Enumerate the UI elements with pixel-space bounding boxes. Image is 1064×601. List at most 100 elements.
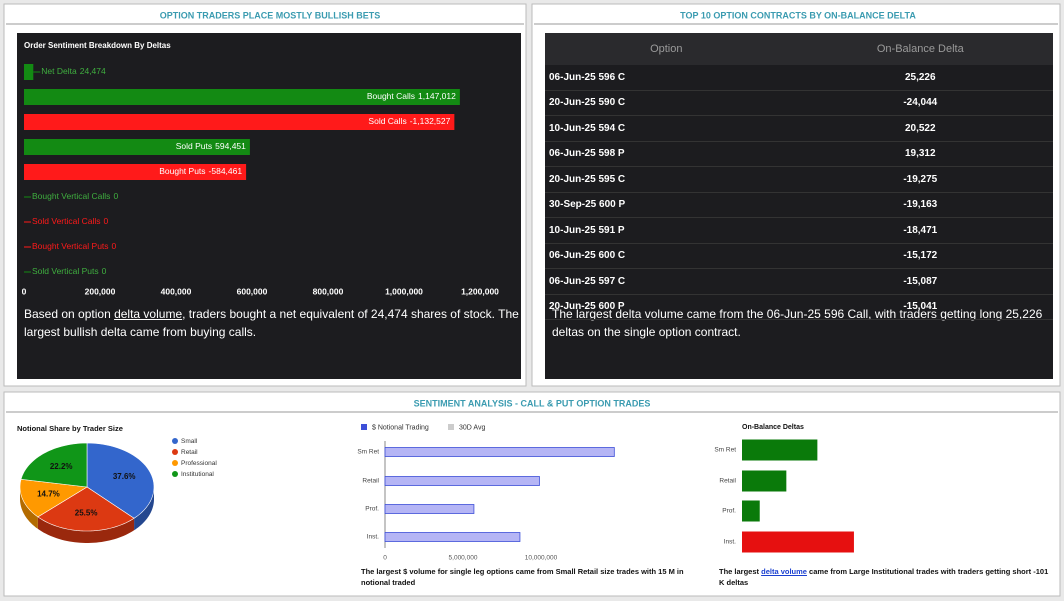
- pie-side: [37, 516, 135, 543]
- data-label: 22.2%: [50, 462, 73, 471]
- category-label: Sold Vertical Calls: [32, 216, 101, 226]
- header-row: Option On-Balance Delta: [545, 33, 1053, 65]
- table-cell: 20-Jun-25 590 C: [545, 90, 788, 116]
- y-tick-label: Prof.: [365, 506, 379, 513]
- category-label: Bought Calls: [367, 91, 415, 101]
- table-cell: 20-Jun-25 595 C: [545, 166, 788, 193]
- x-tick-label: 1,200,000: [461, 286, 499, 296]
- table-cell: -19,163: [787, 192, 1053, 218]
- bar: [742, 531, 854, 553]
- value-label: -1,132,527: [410, 116, 451, 126]
- legend-label: 30D Avg: [459, 424, 485, 431]
- legend-label: Retail: [181, 449, 198, 456]
- table-cell: 25,226: [787, 65, 1053, 91]
- category-label: Bought Vertical Puts: [32, 241, 109, 251]
- x-tick-label: 0: [22, 286, 27, 296]
- table-cell: -15,172: [787, 243, 1053, 269]
- panel-title: OPTION TRADERS PLACE MOSTLY BULLISH BETS: [160, 10, 381, 20]
- chart-title: Notional Share by Trader Size: [17, 424, 123, 433]
- category-label: Sold Calls: [368, 116, 406, 126]
- table-cell: -15,087: [787, 268, 1053, 295]
- y-tick-label: Inst.: [367, 534, 379, 541]
- text: Based on option: [24, 307, 115, 321]
- category-label: Net Delta: [41, 66, 77, 76]
- table-cell: 06-Jun-25 596 C: [545, 65, 788, 91]
- x-tick-label: 800,000: [313, 286, 344, 296]
- table-row: 20-Jun-25 590 C -24,044: [545, 90, 1053, 116]
- table-row: 06-Jun-25 596 C 25,226: [545, 65, 1053, 91]
- table-cell: -19,275: [787, 166, 1053, 193]
- text: The largest: [719, 567, 762, 576]
- legend-swatch: [172, 449, 178, 455]
- column-header: Option: [545, 33, 788, 65]
- pie-side: [20, 487, 38, 529]
- link[interactable]: delta volume: [114, 307, 183, 321]
- table-row: 30-Sep-25 600 P -19,163: [545, 192, 1053, 218]
- link[interactable]: delta volume: [761, 567, 807, 576]
- table-row: 10-Jun-25 591 P -18,471: [545, 217, 1053, 244]
- y-tick-label: Retail: [719, 478, 736, 485]
- x-tick-label: 200,000: [85, 286, 116, 296]
- note: The largest $ volume for single leg opti…: [361, 567, 684, 587]
- bar: [384, 504, 475, 514]
- pie-slice: [20, 442, 88, 488]
- category-label: Sold Puts: [176, 141, 212, 151]
- bar: [384, 532, 521, 542]
- table-cell: 06-Jun-25 598 P: [545, 141, 788, 167]
- table-row: 10-Jun-25 594 C 20,522: [545, 115, 1053, 142]
- data-label: 14.7%: [37, 490, 60, 499]
- x-tick-label: 400,000: [161, 286, 192, 296]
- x-tick-label: 1,000,000: [385, 286, 423, 296]
- value-label: -584,461: [209, 166, 243, 176]
- x-tick-label: 600,000: [237, 286, 268, 296]
- table-cell: 10-Jun-25 591 P: [545, 217, 788, 244]
- y-tick-label: Retail: [362, 478, 379, 485]
- bar: [742, 439, 818, 461]
- text: , traders bought a net equivalent of 24,…: [24, 307, 519, 339]
- legend-label: Institutional: [181, 471, 214, 478]
- table-cell: 20-Jun-25 600 P: [545, 294, 788, 320]
- legend-swatch: [448, 424, 454, 430]
- bar-label: Bought Vertical Puts 0: [32, 241, 117, 251]
- legend-label: Professional: [181, 460, 217, 467]
- legend-swatch: [361, 424, 367, 430]
- table-cell: 06-Jun-25 597 C: [545, 268, 788, 295]
- bar-label: Bought Vertical Calls 0: [32, 191, 118, 201]
- bar-label: Bought Calls 1,147,012: [367, 91, 456, 101]
- x-tick-label: 10,000,000: [525, 555, 558, 562]
- table-cell: 06-Jun-25 600 C: [545, 243, 788, 269]
- value-label: 0: [113, 191, 118, 201]
- bar-label: Sold Vertical Calls 0: [32, 216, 109, 226]
- y-tick-label: Inst.: [724, 539, 736, 546]
- panel-title: SENTIMENT ANALYSIS - CALL & PUT OPTION T…: [414, 398, 651, 408]
- note: The largest delta volume came from Large…: [719, 566, 1054, 588]
- bar: [24, 114, 455, 130]
- pie-slice: [37, 486, 135, 532]
- table-row: 06-Jun-25 598 P 19,312: [545, 141, 1053, 167]
- y-tick-label: Sm Ret: [714, 447, 736, 454]
- legend-label: Small: [181, 438, 198, 445]
- summary: Based on option delta volume, traders bo…: [24, 305, 520, 341]
- y-tick-label: Sm Ret: [357, 449, 379, 456]
- bar: [384, 447, 615, 457]
- table-row: 06-Jun-25 597 C -15,087: [545, 268, 1053, 295]
- table-row: 20-Jun-25 595 C -19,275: [545, 166, 1053, 193]
- value-label: 24,474: [80, 66, 106, 76]
- panel: [3, 391, 1061, 597]
- table-cell: 30-Sep-25 600 P: [545, 192, 788, 218]
- bar: [384, 476, 540, 486]
- legend-swatch: [172, 471, 178, 477]
- data-label: 25.5%: [75, 509, 98, 518]
- value-label: 1,147,012: [418, 91, 456, 101]
- data-label: 37.6%: [113, 472, 136, 481]
- table-body: 06-Jun-25 596 C 25,226 20-Jun-25 590 C -24,…: [545, 65, 1053, 320]
- value-label: 594,451: [215, 141, 246, 151]
- bar-label: Net Delta 24,474: [41, 66, 106, 76]
- chart-title: On-Balance Deltas: [742, 424, 804, 431]
- table-cell: -15,041: [787, 294, 1053, 320]
- y-tick-label: Prof.: [722, 508, 736, 515]
- legend-swatch: [172, 460, 178, 466]
- category-label: Bought Puts: [159, 166, 205, 176]
- bar-label: Sold Vertical Puts 0: [32, 266, 107, 276]
